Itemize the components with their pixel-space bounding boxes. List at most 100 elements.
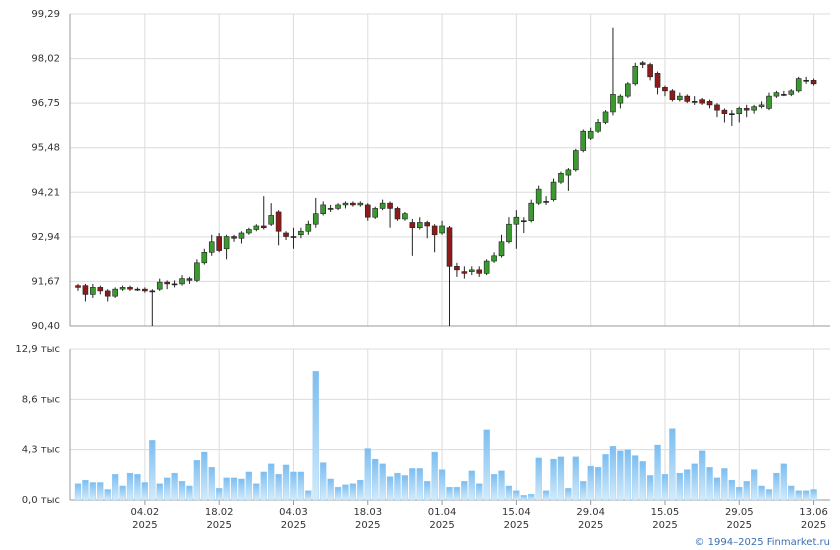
candle-body	[231, 236, 237, 239]
volume-bar	[238, 478, 245, 501]
volume-bar	[684, 469, 691, 501]
candle-body	[803, 80, 809, 82]
candle-body	[387, 202, 393, 209]
volume-bar	[750, 469, 758, 501]
candle-body	[268, 215, 274, 225]
candle-body	[766, 95, 772, 109]
candle-body	[342, 202, 349, 206]
volume-bar	[542, 490, 550, 501]
volume-bar	[624, 449, 631, 501]
volume-bar	[557, 456, 565, 501]
candle-body	[446, 227, 453, 267]
candle-body	[305, 223, 312, 232]
volume-bar	[416, 468, 423, 501]
candle-body	[290, 236, 297, 238]
y-tick-label: 94,21	[31, 187, 60, 198]
candle-body	[104, 290, 111, 297]
volume-bar	[698, 450, 706, 501]
candle-body	[275, 211, 282, 232]
volume-bar	[312, 371, 319, 501]
candle-body	[208, 241, 215, 253]
volume-bar	[305, 490, 312, 501]
volume-bar	[164, 477, 171, 501]
volume-bar	[171, 472, 178, 501]
volume-bar	[156, 483, 163, 501]
candle-body	[82, 285, 89, 295]
candle-body	[327, 208, 334, 210]
candle-body	[186, 278, 193, 281]
candle-body	[364, 204, 371, 218]
volume-bar	[728, 479, 735, 501]
candle-body	[506, 223, 512, 243]
candle-body	[298, 230, 304, 236]
volume-bar	[297, 471, 305, 501]
candle-body	[97, 287, 104, 292]
volume-bar	[453, 486, 461, 501]
candle-body	[283, 232, 289, 237]
volume-bar	[290, 471, 297, 501]
candle-body	[647, 64, 653, 78]
candle-body	[372, 208, 379, 218]
y-tick-label: 4,3 тыс	[22, 445, 60, 456]
candle-body	[513, 216, 520, 225]
volume-bar	[379, 463, 386, 501]
volume-bar	[178, 481, 186, 501]
volume-bar	[565, 488, 572, 501]
x-tick-label: 29.04	[576, 507, 605, 518]
volume-bar	[550, 458, 557, 501]
volume-bar	[646, 475, 654, 501]
candle-body	[781, 94, 787, 96]
candle-body	[483, 260, 490, 274]
volume-bar	[245, 471, 253, 501]
candle-body	[75, 285, 81, 288]
candle-body	[216, 236, 222, 251]
volume-bar	[602, 454, 609, 501]
volume-bar	[594, 467, 602, 501]
candle-body	[439, 225, 445, 234]
candle-body	[253, 225, 260, 230]
candle-body	[112, 288, 118, 297]
volume-bar	[364, 448, 371, 501]
x-tick-label: 29.05	[725, 507, 754, 518]
volume-bar	[97, 482, 104, 501]
candle-body	[194, 262, 200, 281]
candle-body	[565, 169, 572, 176]
volume-bar	[520, 495, 527, 501]
candle-body	[246, 229, 252, 234]
x-tick-label: 2025	[652, 520, 677, 531]
candle-body	[134, 288, 141, 291]
volume-bar	[334, 486, 342, 501]
volume-bar	[253, 483, 260, 501]
y-tick-label: 8,6 тыс	[22, 394, 60, 405]
x-tick-label: 18.03	[353, 507, 382, 518]
candle-body	[550, 181, 557, 200]
volume-bar	[743, 481, 750, 501]
volume-bar	[282, 464, 290, 501]
x-tick-label: 13.06	[799, 507, 828, 518]
candle-body	[402, 213, 408, 220]
candle-body	[573, 150, 579, 171]
x-tick-label: 04.03	[279, 507, 308, 518]
volume-bar	[706, 467, 713, 501]
candle-body	[684, 95, 691, 102]
candle-body	[350, 202, 356, 206]
candle-body	[320, 204, 326, 214]
candle-body	[773, 92, 780, 97]
candle-body	[706, 101, 713, 106]
volume-bar	[505, 485, 513, 501]
candle-body	[335, 204, 341, 209]
x-tick-label: 15.05	[651, 507, 680, 518]
candle-body	[558, 173, 564, 183]
volume-bar	[773, 472, 780, 501]
x-tick-label: 2025	[429, 520, 454, 531]
volume-bar	[394, 472, 401, 501]
volume-bar	[126, 472, 134, 501]
x-tick-label: 2025	[578, 520, 603, 531]
candle-body	[810, 80, 817, 85]
volume-bar	[141, 482, 149, 501]
y-tick-label: 99,29	[31, 9, 60, 20]
candle-body	[260, 225, 267, 229]
volume-bar	[587, 465, 594, 501]
volume-bar	[357, 479, 364, 501]
